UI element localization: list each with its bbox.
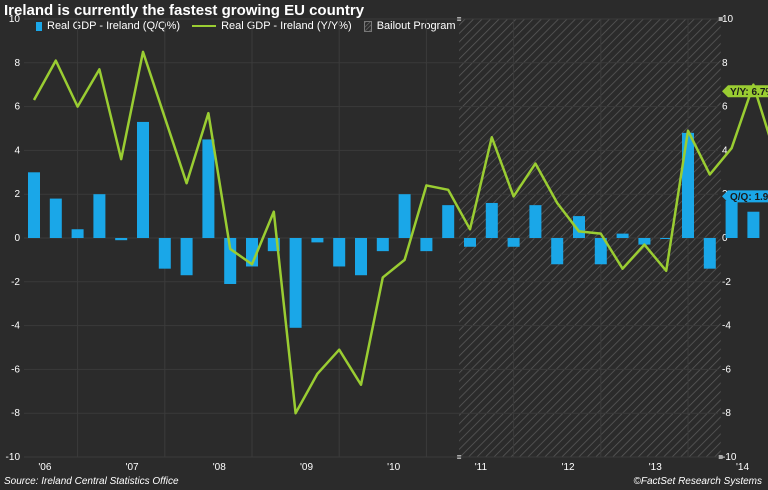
legend-line-swatch	[192, 25, 217, 27]
legend-label-yy: Real GDP - Ireland (Y/Y%)	[221, 20, 352, 32]
y-tick-left-7: 4	[14, 145, 20, 156]
legend-label-qq: Real GDP - Ireland (Q/Q%)	[47, 20, 181, 32]
x-tick-5: '11	[475, 462, 488, 473]
bar-7	[180, 238, 193, 276]
y-tick-right-0: -10	[722, 452, 737, 463]
source-note: Source: Ireland Central Statistics Offic…	[4, 476, 179, 487]
y-tick-left-9: 8	[14, 58, 20, 69]
bar-16	[376, 238, 389, 252]
bar-22	[507, 238, 520, 247]
bar-14	[333, 238, 346, 267]
y-tick-right-10: 10	[722, 14, 734, 25]
credit-note: ©FactSet Research Systems	[633, 476, 762, 487]
bar-20	[464, 238, 476, 247]
bar-13	[311, 238, 324, 243]
y-tick-right-8: 6	[722, 102, 728, 113]
x-tick-0: '06	[38, 462, 51, 473]
bar-23	[529, 205, 542, 238]
bar-24	[551, 238, 564, 265]
y-tick-right-3: -4	[722, 321, 731, 332]
legend-item-qq: Real GDP - Ireland (Q/Q%)	[36, 20, 180, 32]
bar-26	[594, 238, 607, 265]
bar-2	[71, 229, 84, 238]
bar-18	[420, 238, 433, 252]
yy-line	[32, 50, 768, 415]
bar-15	[355, 238, 367, 276]
bar-12	[289, 238, 302, 328]
bar-17	[398, 194, 411, 238]
bar-3	[93, 194, 106, 238]
bar-1	[49, 198, 62, 238]
y-tick-left-6: 2	[14, 189, 20, 200]
bar-21	[485, 202, 498, 238]
y-tick-right-1: -8	[722, 408, 731, 419]
y-tick-left-4: -2	[11, 277, 20, 288]
bar-30	[682, 132, 694, 238]
x-tick-7: '13	[649, 462, 662, 473]
x-tick-8: '14	[736, 462, 749, 473]
bar-0	[28, 172, 40, 238]
bar-19	[442, 205, 455, 238]
y-tick-left-10: 10	[9, 14, 21, 25]
x-tick-6: '12	[562, 462, 575, 473]
bar-28	[638, 238, 651, 245]
y-tick-left-2: -6	[11, 364, 20, 375]
bar-32	[725, 200, 738, 238]
bailout-marker-3	[718, 455, 723, 459]
x-tick-3: '09	[300, 462, 313, 473]
chart-title: Ireland is currently the fastest growing…	[4, 2, 365, 19]
bar-6	[158, 238, 171, 269]
end-label-qq-bg	[722, 190, 768, 203]
bar-4	[115, 238, 128, 241]
bar-31	[703, 238, 716, 269]
y-tick-left-8: 6	[14, 102, 20, 113]
bar-8	[202, 139, 215, 238]
legend-label-bailout: Bailout Program	[376, 20, 456, 32]
end-label-yy-bg	[722, 85, 768, 98]
legend-item-yy: Real GDP - Ireland (Y/Y%)	[192, 20, 352, 32]
y-tick-left-5: 0	[14, 233, 20, 244]
y-tick-right-5: 0	[722, 233, 728, 244]
legend-bar-swatch	[36, 21, 42, 31]
x-tick-2: '08	[213, 462, 226, 473]
end-label-qq-text: Q/Q: 1.9%	[730, 192, 768, 203]
y-tick-right-4: -2	[722, 277, 731, 288]
bailout-marker-1	[718, 17, 723, 21]
x-tick-1: '07	[126, 462, 139, 473]
bar-29	[660, 238, 673, 239]
x-tick-4: '10	[387, 462, 400, 473]
legend: Real GDP - Ireland (Q/Q%) Real GDP - Ire…	[36, 20, 456, 32]
y-tick-left-3: -4	[11, 321, 20, 332]
y-tick-right-7: 4	[722, 145, 728, 156]
y-tick-right-2: -6	[722, 364, 731, 375]
y-tick-right-9: 8	[722, 58, 728, 69]
legend-item-bailout: Bailout Program	[363, 20, 456, 32]
legend-hatch-swatch	[363, 20, 372, 32]
end-label-yy-text: Y/Y: 6.7%	[730, 87, 768, 98]
bar-27	[616, 233, 629, 238]
bar-33	[747, 211, 760, 238]
bar-5	[137, 121, 149, 238]
y-tick-left-0: -10	[6, 452, 21, 463]
bar-9	[224, 238, 237, 284]
y-tick-left-1: -8	[11, 408, 20, 419]
